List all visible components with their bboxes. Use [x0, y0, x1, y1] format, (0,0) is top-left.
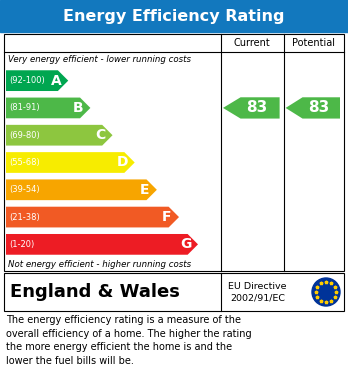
Text: Very energy efficient - lower running costs: Very energy efficient - lower running co… [8, 55, 191, 64]
Text: E: E [140, 183, 149, 197]
Polygon shape [6, 152, 135, 173]
Polygon shape [286, 97, 340, 118]
Text: (1-20): (1-20) [9, 240, 34, 249]
Text: A: A [50, 74, 61, 88]
Text: Current: Current [234, 38, 271, 48]
Polygon shape [6, 125, 112, 145]
Text: Energy Efficiency Rating: Energy Efficiency Rating [63, 9, 285, 23]
Polygon shape [6, 70, 68, 91]
Bar [0, 0, 348, 32]
Text: B: B [73, 101, 83, 115]
Text: Potential: Potential [292, 38, 335, 48]
Text: The energy efficiency rating is a measure of the
overall efficiency of a home. T: The energy efficiency rating is a measur… [6, 315, 252, 366]
Text: 83: 83 [246, 100, 268, 115]
Text: C: C [95, 128, 105, 142]
Text: D: D [117, 156, 128, 170]
Polygon shape [6, 234, 198, 255]
Text: England & Wales: England & Wales [10, 283, 180, 301]
Text: (92-100): (92-100) [9, 76, 45, 85]
Circle shape [312, 278, 340, 306]
Polygon shape [6, 98, 90, 118]
Text: Not energy efficient - higher running costs: Not energy efficient - higher running co… [8, 260, 191, 269]
Polygon shape [223, 97, 280, 118]
Bar [4, 34, 344, 271]
Text: 83: 83 [308, 100, 329, 115]
Text: EU Directive
2002/91/EC: EU Directive 2002/91/EC [228, 282, 286, 302]
Polygon shape [6, 207, 179, 228]
Polygon shape [6, 179, 157, 200]
Text: (21-38): (21-38) [9, 213, 40, 222]
Text: (81-91): (81-91) [9, 104, 40, 113]
Text: G: G [180, 237, 191, 251]
Text: (39-54): (39-54) [9, 185, 40, 194]
Text: (69-80): (69-80) [9, 131, 40, 140]
Text: (55-68): (55-68) [9, 158, 40, 167]
Bar [4, 273, 344, 311]
Text: F: F [162, 210, 171, 224]
